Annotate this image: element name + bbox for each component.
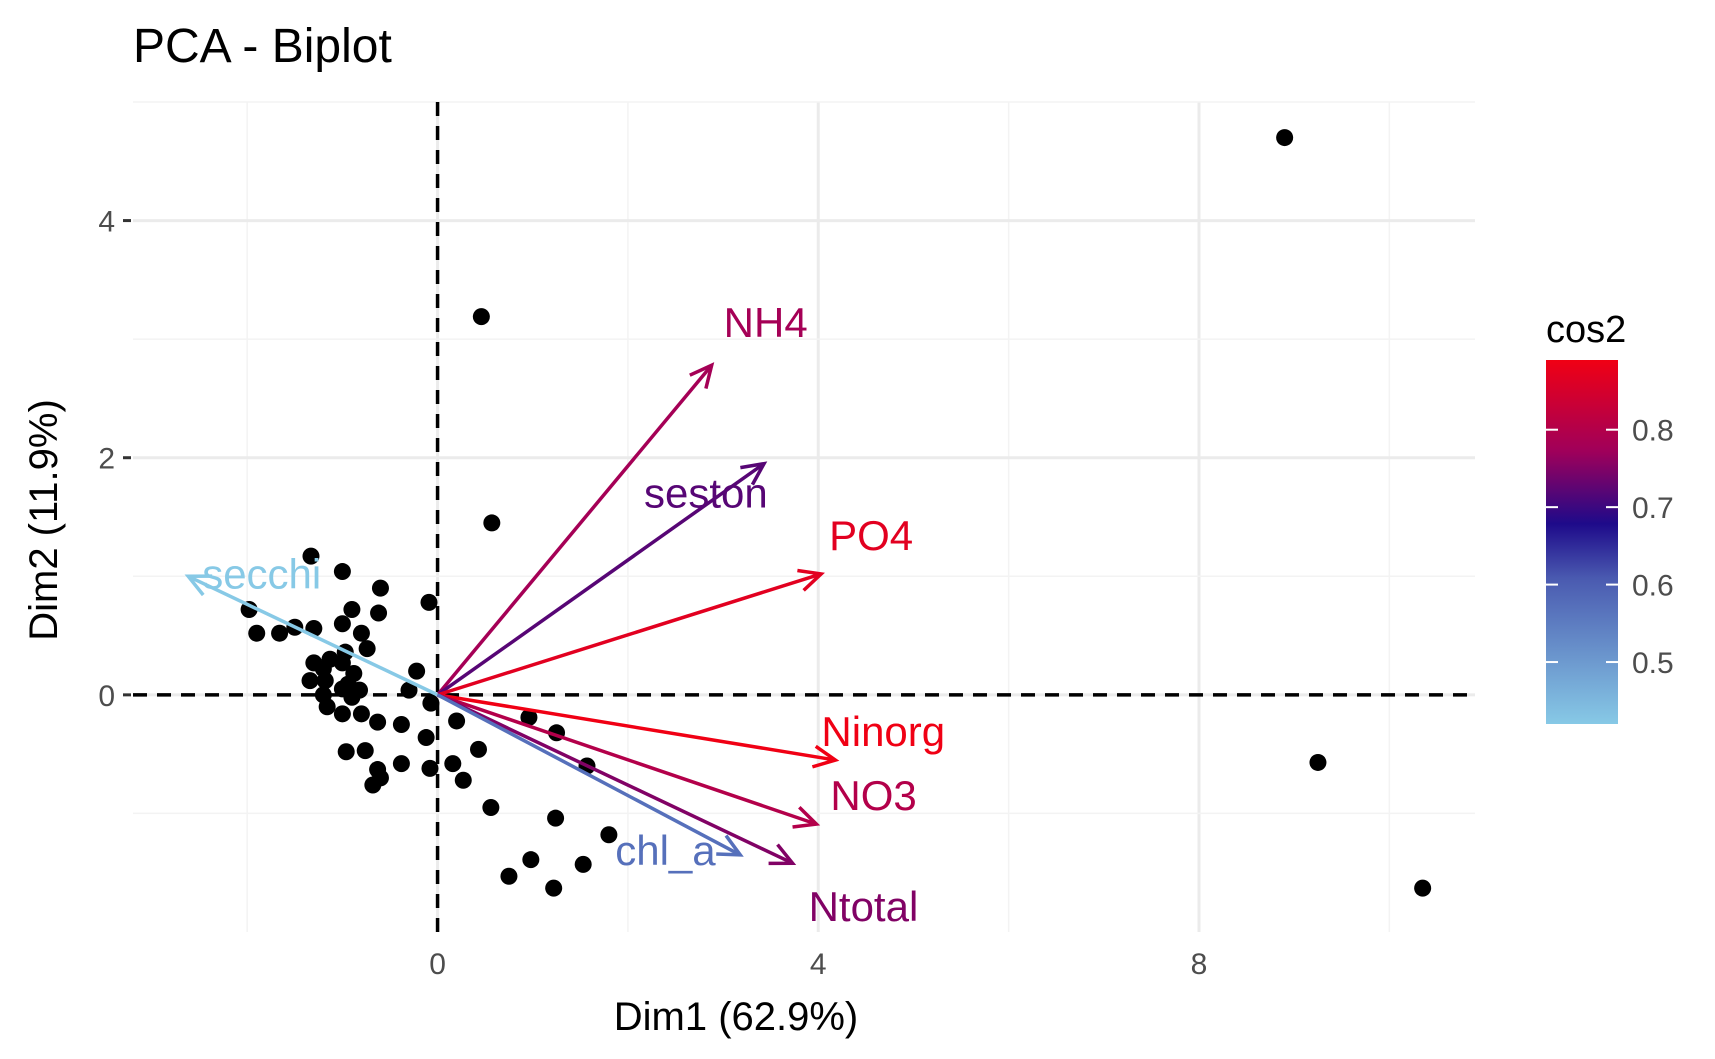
x-tick-label: 8: [1191, 948, 1208, 981]
y-tick-label: 0: [98, 680, 115, 713]
individual-point: [301, 672, 319, 690]
x-tick-label: 0: [429, 948, 446, 981]
individual-point: [417, 729, 435, 747]
individual-point: [316, 672, 334, 690]
variable-label: NH4: [724, 299, 808, 346]
arrowhead-Ninorg: [811, 744, 840, 769]
individual-point: [472, 308, 490, 326]
individual-point: [370, 604, 388, 622]
x-tick-label: 4: [810, 948, 827, 981]
individual-point: [248, 624, 266, 642]
axes: 0 4 8 0 2 4: [98, 206, 1207, 981]
arrow-NH4: [436, 364, 714, 696]
variable-label: Ninorg: [821, 708, 945, 755]
individual-point: [400, 681, 418, 699]
grid: [133, 101, 1475, 932]
reference-lines: [133, 102, 1475, 932]
individual-point: [318, 698, 336, 716]
cos2-legend: cos2 0.5 0.6 0.7 0.8: [1546, 309, 1674, 724]
individual-point: [520, 708, 538, 726]
variable-label: secchi: [202, 550, 321, 597]
individual-point: [421, 759, 439, 777]
individual-point: [358, 640, 376, 658]
variable-label: PO4: [829, 512, 913, 559]
legend-tick-label: 0.6: [1632, 570, 1674, 603]
arrow-NO3: [437, 693, 817, 826]
individual-point: [271, 624, 289, 642]
arrowhead-PO4: [797, 568, 825, 592]
arrow-seston: [436, 462, 766, 697]
individual-point: [333, 615, 351, 633]
arrowhead-NH4: [689, 362, 715, 389]
individual-point: [356, 742, 374, 760]
individual-point: [1414, 879, 1432, 897]
arrow-Ntotal: [436, 693, 794, 865]
arrowhead-seston: [740, 461, 768, 486]
individual-point: [392, 755, 410, 773]
x-axis-title: Dim1 (62.9%): [614, 995, 859, 1039]
individual-point: [545, 879, 563, 897]
chart-title: PCA - Biplot: [133, 20, 392, 73]
y-tick-label: 4: [98, 206, 115, 239]
variable-label: seston: [644, 470, 768, 517]
individual-point: [547, 809, 565, 827]
individual-point: [392, 716, 410, 733]
individual-point: [337, 743, 355, 761]
individual-point: [352, 705, 370, 723]
individual-point: [420, 593, 438, 611]
individual-point: [600, 826, 618, 844]
individual-point: [371, 579, 389, 597]
legend-ticks: 0.5 0.6 0.7 0.8: [1546, 415, 1674, 680]
individual-point: [1276, 129, 1294, 147]
y-tick-label: 2: [98, 443, 115, 476]
individual-point: [343, 688, 361, 706]
individual-point: [1309, 753, 1327, 771]
arrowhead-chl_a: [716, 834, 744, 857]
arrow-PO4: [437, 572, 822, 697]
individual-point: [482, 799, 500, 816]
arrow-chl_a: [436, 693, 742, 857]
individual-point: [522, 851, 540, 869]
individual-point: [448, 712, 466, 730]
legend-title: cos2: [1546, 309, 1626, 351]
arrow-Ninorg: [437, 693, 836, 762]
individual-point: [574, 855, 592, 873]
individual-point: [408, 662, 426, 680]
individual-point: [444, 755, 462, 773]
variable-arrows: NH4 seston PO4 secchi Ninorg NO3 Ntotal chl_a: [184, 299, 945, 930]
individual-point: [454, 771, 472, 789]
arrow-secchi: [187, 574, 439, 697]
individual-point: [240, 600, 258, 618]
individual-point: [500, 867, 518, 885]
variable-label: Ntotal: [809, 883, 919, 930]
individual-point: [302, 547, 320, 565]
individual-point: [333, 563, 351, 581]
arrowhead-secchi: [184, 574, 213, 597]
variable-label: NO3: [830, 772, 916, 819]
individual-point: [483, 514, 501, 532]
legend-tick-label: 0.8: [1632, 415, 1674, 448]
individual-point: [333, 654, 351, 672]
arrowhead-Ntotal: [768, 843, 797, 866]
y-axis-title: Dim2 (11.9%): [22, 399, 66, 641]
legend-tick-label: 0.7: [1632, 492, 1674, 525]
arrowhead-NO3: [792, 805, 821, 829]
individual-point: [422, 694, 440, 712]
variable-label: chl_a: [615, 827, 716, 874]
individual-point: [343, 600, 361, 618]
individual-point: [352, 624, 370, 642]
individual-point: [369, 713, 387, 731]
individual-point: [469, 740, 487, 758]
individual-point: [364, 776, 382, 794]
legend-tick-label: 0.5: [1632, 647, 1674, 680]
legend-colorbar: [1546, 360, 1618, 724]
individual-point: [333, 705, 351, 723]
